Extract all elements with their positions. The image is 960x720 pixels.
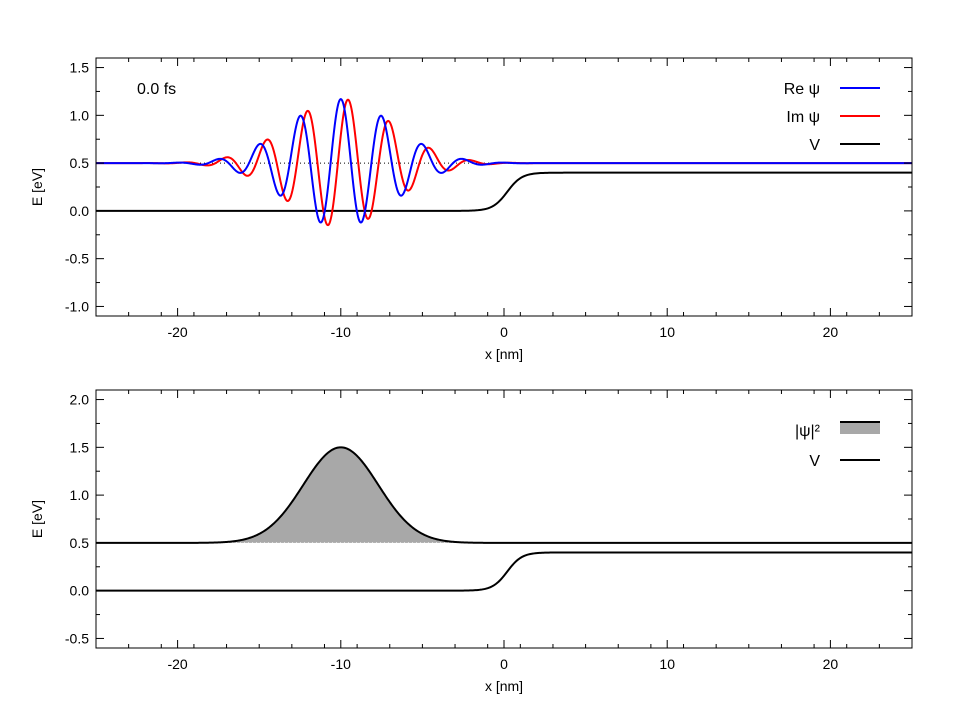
- series-re-psi-line: [96, 98, 912, 224]
- x-tick-label: -10: [331, 656, 351, 672]
- y-tick-label: 0.0: [70, 583, 90, 599]
- time-annotation: 0.0 fs: [137, 81, 176, 98]
- series-psi-squared-fill: [96, 447, 912, 543]
- y-tick-label: 0.0: [70, 203, 90, 219]
- y-tick-label: 2.0: [70, 392, 90, 408]
- legend-label: |ψ|²: [795, 423, 821, 440]
- x-tick-label: 0: [500, 324, 508, 340]
- series-v-line: [96, 171, 912, 212]
- y-tick-label: -0.5: [65, 251, 89, 267]
- y-tick-label: 1.5: [70, 439, 90, 455]
- y-tick-label: -1.0: [65, 298, 89, 314]
- legend-label: V: [809, 137, 820, 154]
- series-v-line: [96, 551, 912, 592]
- y-tick-label: 0.5: [70, 535, 90, 551]
- x-tick-label: 10: [659, 324, 675, 340]
- x-axis-label: x [nm]: [485, 346, 523, 362]
- y-tick-label: 1.5: [70, 60, 90, 76]
- x-axis-label: x [nm]: [485, 678, 523, 694]
- x-tick-label: 0: [500, 656, 508, 672]
- legend-label: Re ψ: [784, 81, 820, 98]
- bottom-panel-probability-density: -20 -10 0 10 20 -0.5 0.0 0.5 1.0 1.5 2.0 x [nm] E [e…: [29, 389, 913, 694]
- plot-frame: [95, 389, 913, 649]
- y-axis-label: E [eV]: [29, 168, 45, 206]
- series-psi-squared-line: [96, 446, 912, 544]
- y-tick-label: -0.5: [65, 630, 89, 646]
- y-axis-label: E [eV]: [29, 500, 45, 538]
- x-tick-label: 10: [659, 656, 675, 672]
- x-tick-label: -20: [167, 324, 187, 340]
- x-tick-label: 20: [823, 656, 839, 672]
- legend-label: V: [809, 453, 820, 470]
- legend-label: Im ψ: [786, 109, 820, 126]
- plot-area: [96, 98, 912, 227]
- x-tick-label: 20: [823, 324, 839, 340]
- x-tick-label: -20: [167, 656, 187, 672]
- y-tick-label: 0.5: [70, 155, 90, 171]
- top-panel-wavefunction: -20 -10 0 10 20 -1.0 -0.5 0.0 0.5 1.0 1.5 x [nm] E […: [29, 57, 913, 362]
- plot-area: [96, 446, 912, 592]
- y-tick-label: 1.0: [70, 107, 90, 123]
- legend-swatch-fill: [840, 422, 880, 434]
- x-tick-label: -10: [331, 324, 351, 340]
- y-tick-label: 1.0: [70, 487, 90, 503]
